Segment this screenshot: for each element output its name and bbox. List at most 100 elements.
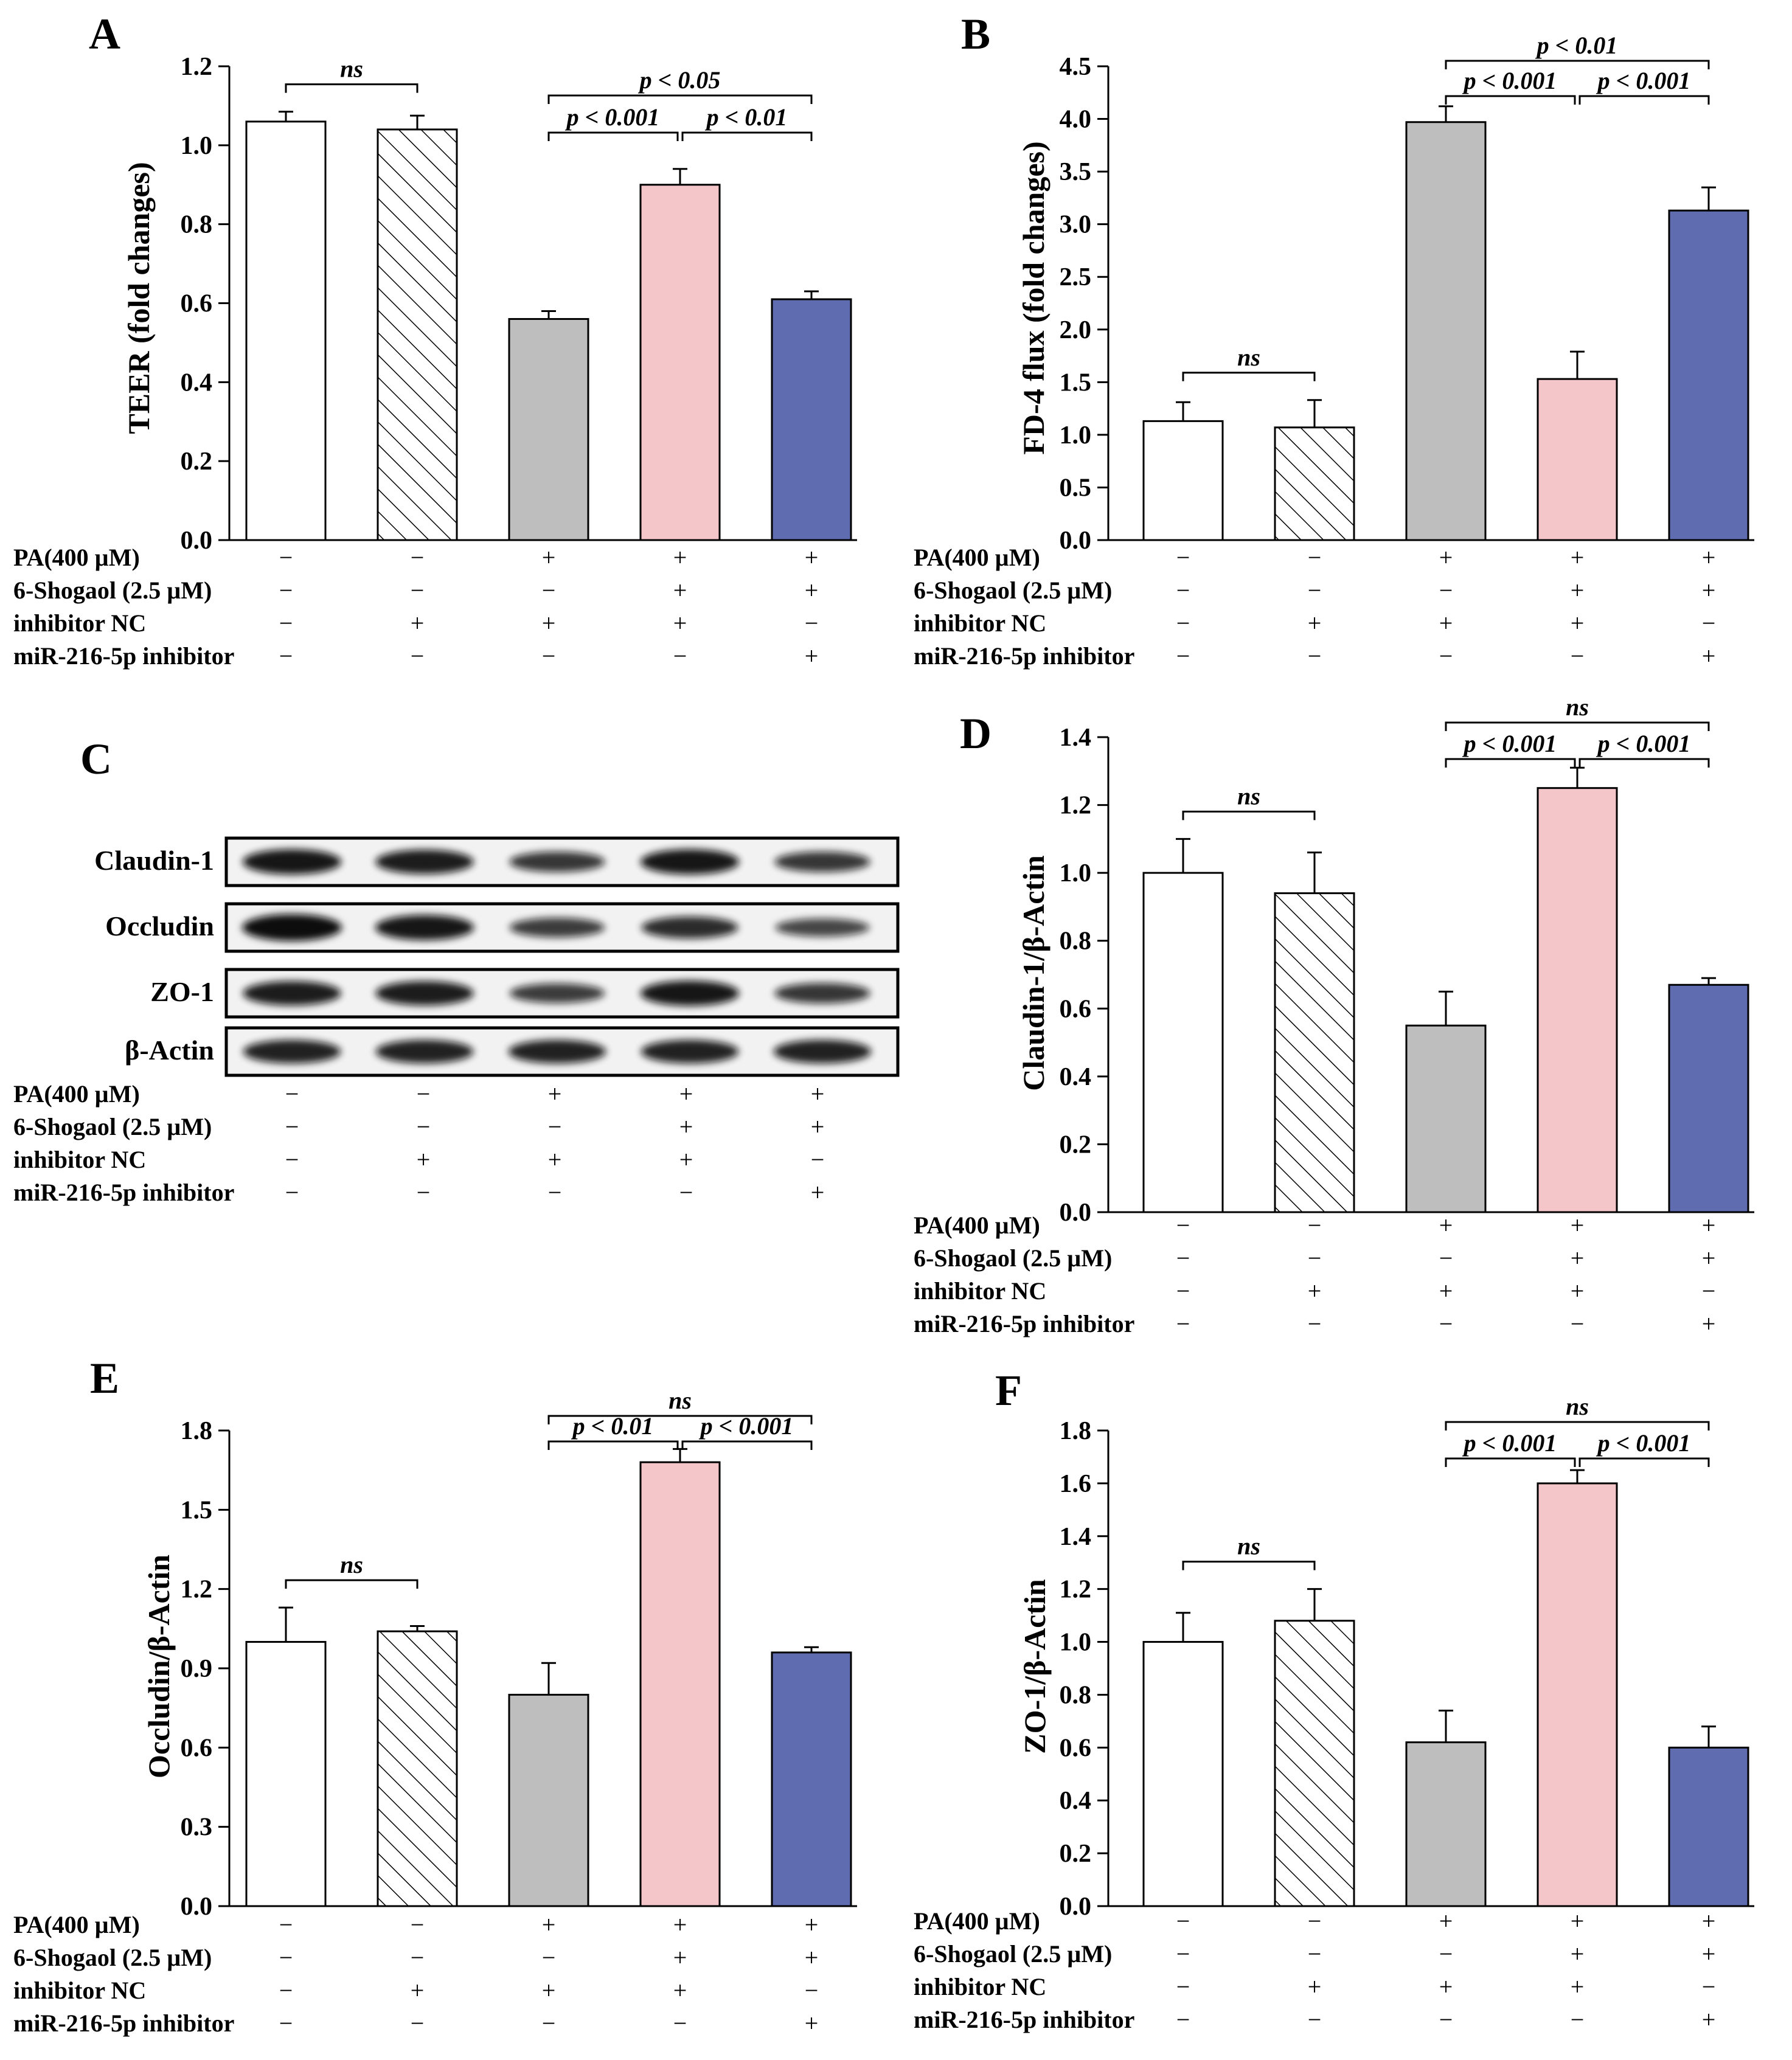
significance-bracket (547, 1440, 679, 1450)
condition-sign: − (542, 577, 556, 604)
condition-sign: + (1702, 577, 1716, 604)
condition-sign: − (673, 2010, 687, 2037)
condition-sign: + (805, 2010, 819, 2037)
blot-band (641, 1039, 739, 1064)
condition-sign: + (542, 609, 556, 637)
bar-pa-shogaol-nc (1537, 378, 1618, 541)
condition-sign: − (1176, 577, 1190, 604)
significance-label: p < 0.001 (1596, 67, 1691, 94)
condition-label-2: inhibitor NC (13, 609, 146, 637)
y-tick-label: 1.4 (1060, 1523, 1092, 1551)
condition-label-3: miR-216-5p inhibitor (914, 642, 1134, 670)
condition-sign: + (1571, 577, 1585, 604)
condition-sign: − (279, 1977, 293, 2004)
condition-sign: + (1571, 1277, 1585, 1305)
bar-pa-shogaol-nc (1537, 787, 1618, 1213)
condition-sign: + (679, 1080, 693, 1108)
bar-pa (508, 1693, 589, 1907)
condition-sign: + (673, 1944, 687, 1971)
condition-sign: − (285, 1080, 299, 1108)
blot-band (508, 1039, 606, 1064)
condition-sign: + (417, 1146, 431, 1173)
y-tick-label: 0.4 (1060, 1063, 1092, 1091)
blot-band (775, 918, 870, 937)
blot-band (509, 917, 605, 938)
condition-sign: − (1702, 1973, 1716, 2000)
condition-sign: + (679, 1113, 693, 1140)
y-tick-label: 0.8 (181, 211, 213, 239)
y-tick-label: 0.2 (1060, 1131, 1092, 1159)
blot-band (774, 983, 870, 1004)
condition-sign: − (1308, 1940, 1322, 1968)
condition-sign: − (542, 2010, 556, 2037)
bar-pa-shogaol-mir-inhibitor (1668, 983, 1749, 1213)
y-axis-label: TEER (fold changes) (122, 162, 156, 434)
y-tick-label: 2.0 (1060, 316, 1092, 344)
condition-sign: − (1176, 1212, 1190, 1239)
bar-inhibitor-nc (1274, 1620, 1355, 1907)
condition-label-2: inhibitor NC (13, 1146, 146, 1173)
bar-control (1142, 420, 1224, 541)
condition-label-1: 6-Shogaol (2.5 µM) (13, 577, 212, 604)
condition-sign: − (805, 609, 819, 637)
y-axis-label: FD-4 flux (fold changes) (1016, 141, 1051, 454)
y-tick-label: 0.2 (1060, 1840, 1092, 1868)
condition-sign: + (673, 609, 687, 637)
significance-label: p < 0.001 (1462, 67, 1557, 94)
significance-bracket (1445, 95, 1576, 105)
y-tick-label: 1.2 (181, 1576, 213, 1604)
condition-sign: − (1439, 642, 1453, 670)
chart-panel-d: D 0.0 0.2 0.4 0.6 0.8 1.0 1.2 1.4 Claudin-1/β-Act… (914, 693, 1754, 1337)
significance-label: ns (340, 55, 363, 83)
significance-bracket (1445, 1457, 1576, 1467)
chart-panel-a: A 0.0 0.2 0.4 0.6 0.8 1.0 1.2 TEER (fold changes… (13, 10, 857, 670)
condition-sign: − (1308, 642, 1322, 670)
condition-sign: + (411, 609, 425, 637)
condition-sign: − (1702, 609, 1716, 637)
condition-sign: − (542, 642, 556, 670)
condition-sign: − (279, 544, 293, 571)
significance-label: p < 0.001 (1462, 730, 1557, 757)
condition-sign: + (1571, 1973, 1585, 2000)
blot-band (243, 1039, 341, 1064)
condition-label-2: inhibitor NC (13, 1977, 146, 2004)
condition-sign: + (1702, 2006, 1716, 2033)
panel-letter: E (90, 1354, 119, 1403)
y-axis-label: ZO-1/β-Actin (1018, 1579, 1052, 1754)
condition-sign: − (1176, 1973, 1190, 2000)
bar-pa-shogaol-nc (639, 1461, 721, 1907)
condition-sign: + (542, 544, 556, 571)
condition-sign: − (1308, 1212, 1322, 1239)
blot-protein-label: Occludin (105, 910, 214, 942)
y-tick-label: 1.5 (1060, 369, 1092, 397)
condition-sign: + (673, 1977, 687, 2004)
condition-sign: + (548, 1146, 562, 1173)
condition-sign: − (811, 1146, 825, 1173)
significance-label: ns (1237, 1533, 1260, 1560)
y-tick-label: 0.6 (1060, 995, 1092, 1023)
western-blot-panel: C Claudin-1 Occludin ZO-1 β-Actin PA(400 µM) −… (13, 735, 900, 1206)
bar-control (245, 1641, 327, 1907)
condition-sign: + (1439, 544, 1453, 571)
condition-sign: + (1439, 1907, 1453, 1935)
condition-sign: − (411, 1911, 425, 1938)
condition-label-0: PA(400 µM) (914, 544, 1040, 571)
significance-bracket (681, 1440, 813, 1450)
blot-band (375, 980, 474, 1006)
condition-sign: + (1702, 642, 1716, 670)
y-tick-label: 0.6 (1060, 1734, 1092, 1762)
charts-layer: A 0.0 0.2 0.4 0.6 0.8 1.0 1.2 TEER (fold changes… (13, 10, 1754, 2037)
y-tick-label: 1.0 (1060, 1629, 1092, 1657)
condition-sign: − (417, 1113, 431, 1140)
condition-sign: + (542, 1977, 556, 2004)
condition-sign: − (805, 1977, 819, 2004)
condition-sign: + (679, 1146, 693, 1173)
condition-sign: − (1308, 2006, 1322, 2033)
bar-pa (1405, 1024, 1487, 1213)
condition-sign: + (805, 1944, 819, 1971)
condition-label-1: 6-Shogaol (2.5 µM) (13, 1113, 212, 1140)
condition-sign: + (548, 1080, 562, 1108)
blot-band (375, 1039, 474, 1064)
blot-band (375, 915, 474, 940)
